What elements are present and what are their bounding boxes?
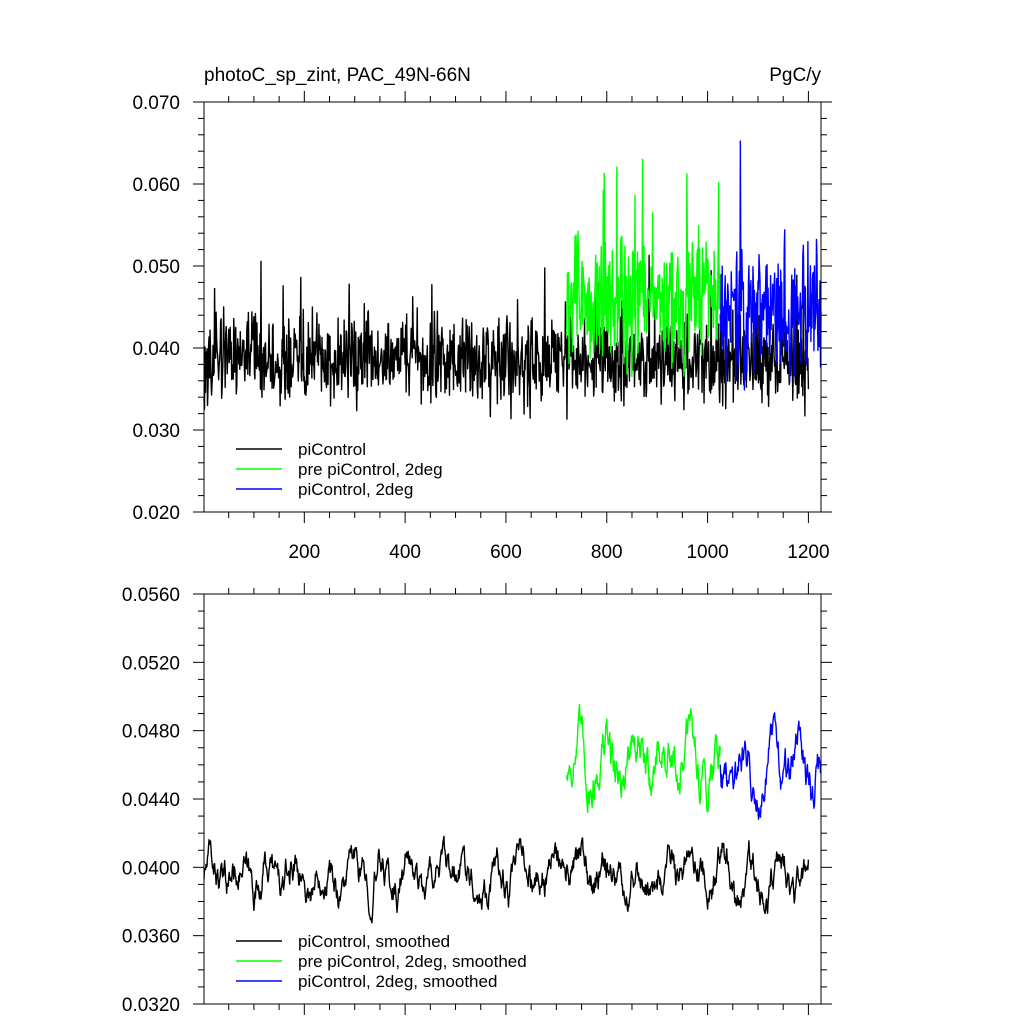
chart-bottom-ytick-label: 0.0400 bbox=[122, 858, 180, 879]
chart-top-ticks: 0.020 0.030 0.040 0.050 0.060 0.070 200 400 600 8… bbox=[132, 91, 832, 563]
chart-bottom-ytick-label: 0.0520 bbox=[122, 653, 180, 674]
chart-top-frame bbox=[203, 101, 822, 513]
chart-bottom-legend-label-1: piControl, smoothed bbox=[298, 932, 450, 951]
chart-bottom-ytick-label: 0.0440 bbox=[122, 790, 180, 811]
chart-bottom-legend-label-3: piControl, 2deg, smoothed bbox=[298, 972, 497, 991]
chart-top-ytick-label: 0.030 bbox=[132, 421, 180, 442]
chart-bottom-ytick-label: 0.0360 bbox=[122, 927, 180, 948]
chart-top-series-line-1 bbox=[203, 252, 810, 420]
chart-top-legend-label-2: pre piControl, 2deg bbox=[298, 460, 443, 479]
chart-top-xtick-label: 800 bbox=[591, 542, 623, 563]
chart-top-series-group bbox=[203, 140, 822, 420]
chart-top: photoC_sp_zint, PAC_49N-66N PgC/y 0.0200… bbox=[132, 65, 832, 563]
chart-top-ytick-label: 0.070 bbox=[132, 93, 180, 114]
chart-bottom-series-line-3 bbox=[719, 712, 822, 820]
chart-top-xtick-label: 1000 bbox=[686, 542, 728, 563]
chart-top-xtick-label: 1200 bbox=[787, 542, 829, 563]
chart-top-series-line-3 bbox=[719, 140, 822, 391]
chart-bottom-frame bbox=[203, 593, 822, 1005]
chart-bottom-series-line-2 bbox=[565, 703, 721, 814]
chart-top-ytick-label: 0.020 bbox=[132, 503, 180, 524]
chart-top-xtick-label: 600 bbox=[490, 542, 522, 563]
chart-bottom-ytick-label: 0.0480 bbox=[122, 722, 180, 743]
chart-top-series-line-2 bbox=[565, 158, 721, 378]
chart-top-ytick-label: 0.050 bbox=[132, 257, 180, 278]
chart-bottom-legend-label-2: pre piControl, 2deg, smoothed bbox=[298, 952, 527, 971]
chart-top-ytick-label: 0.060 bbox=[132, 175, 180, 196]
chart-top-title: photoC_sp_zint, PAC_49N-66N bbox=[204, 65, 471, 86]
chart-top-xtick-label: 400 bbox=[389, 542, 421, 563]
chart-top-legend-label-3: piControl, 2deg bbox=[298, 480, 413, 499]
chart-bottom-series-group bbox=[203, 703, 822, 924]
chart-bottom-ytick-label: 0.0320 bbox=[122, 995, 180, 1016]
chart-top-units: PgC/y bbox=[769, 65, 821, 86]
chart-top-xtick-label: 200 bbox=[288, 542, 320, 563]
chart-top-legend-label-1: piControl bbox=[298, 440, 366, 459]
chart-bottom: 0.0320 0.0360 0.0400 0.0440 0.0480 0.0520 0.05… bbox=[122, 583, 832, 1016]
chart-bottom-ticks: 0.0320 0.0360 0.0400 0.0440 0.0480 0.0520 0.05… bbox=[122, 583, 832, 1016]
chart-bottom-ytick-label: 0.0560 bbox=[122, 585, 180, 606]
chart-bottom-series-line-1 bbox=[203, 835, 810, 924]
chart-top-ytick-label: 0.040 bbox=[132, 339, 180, 360]
